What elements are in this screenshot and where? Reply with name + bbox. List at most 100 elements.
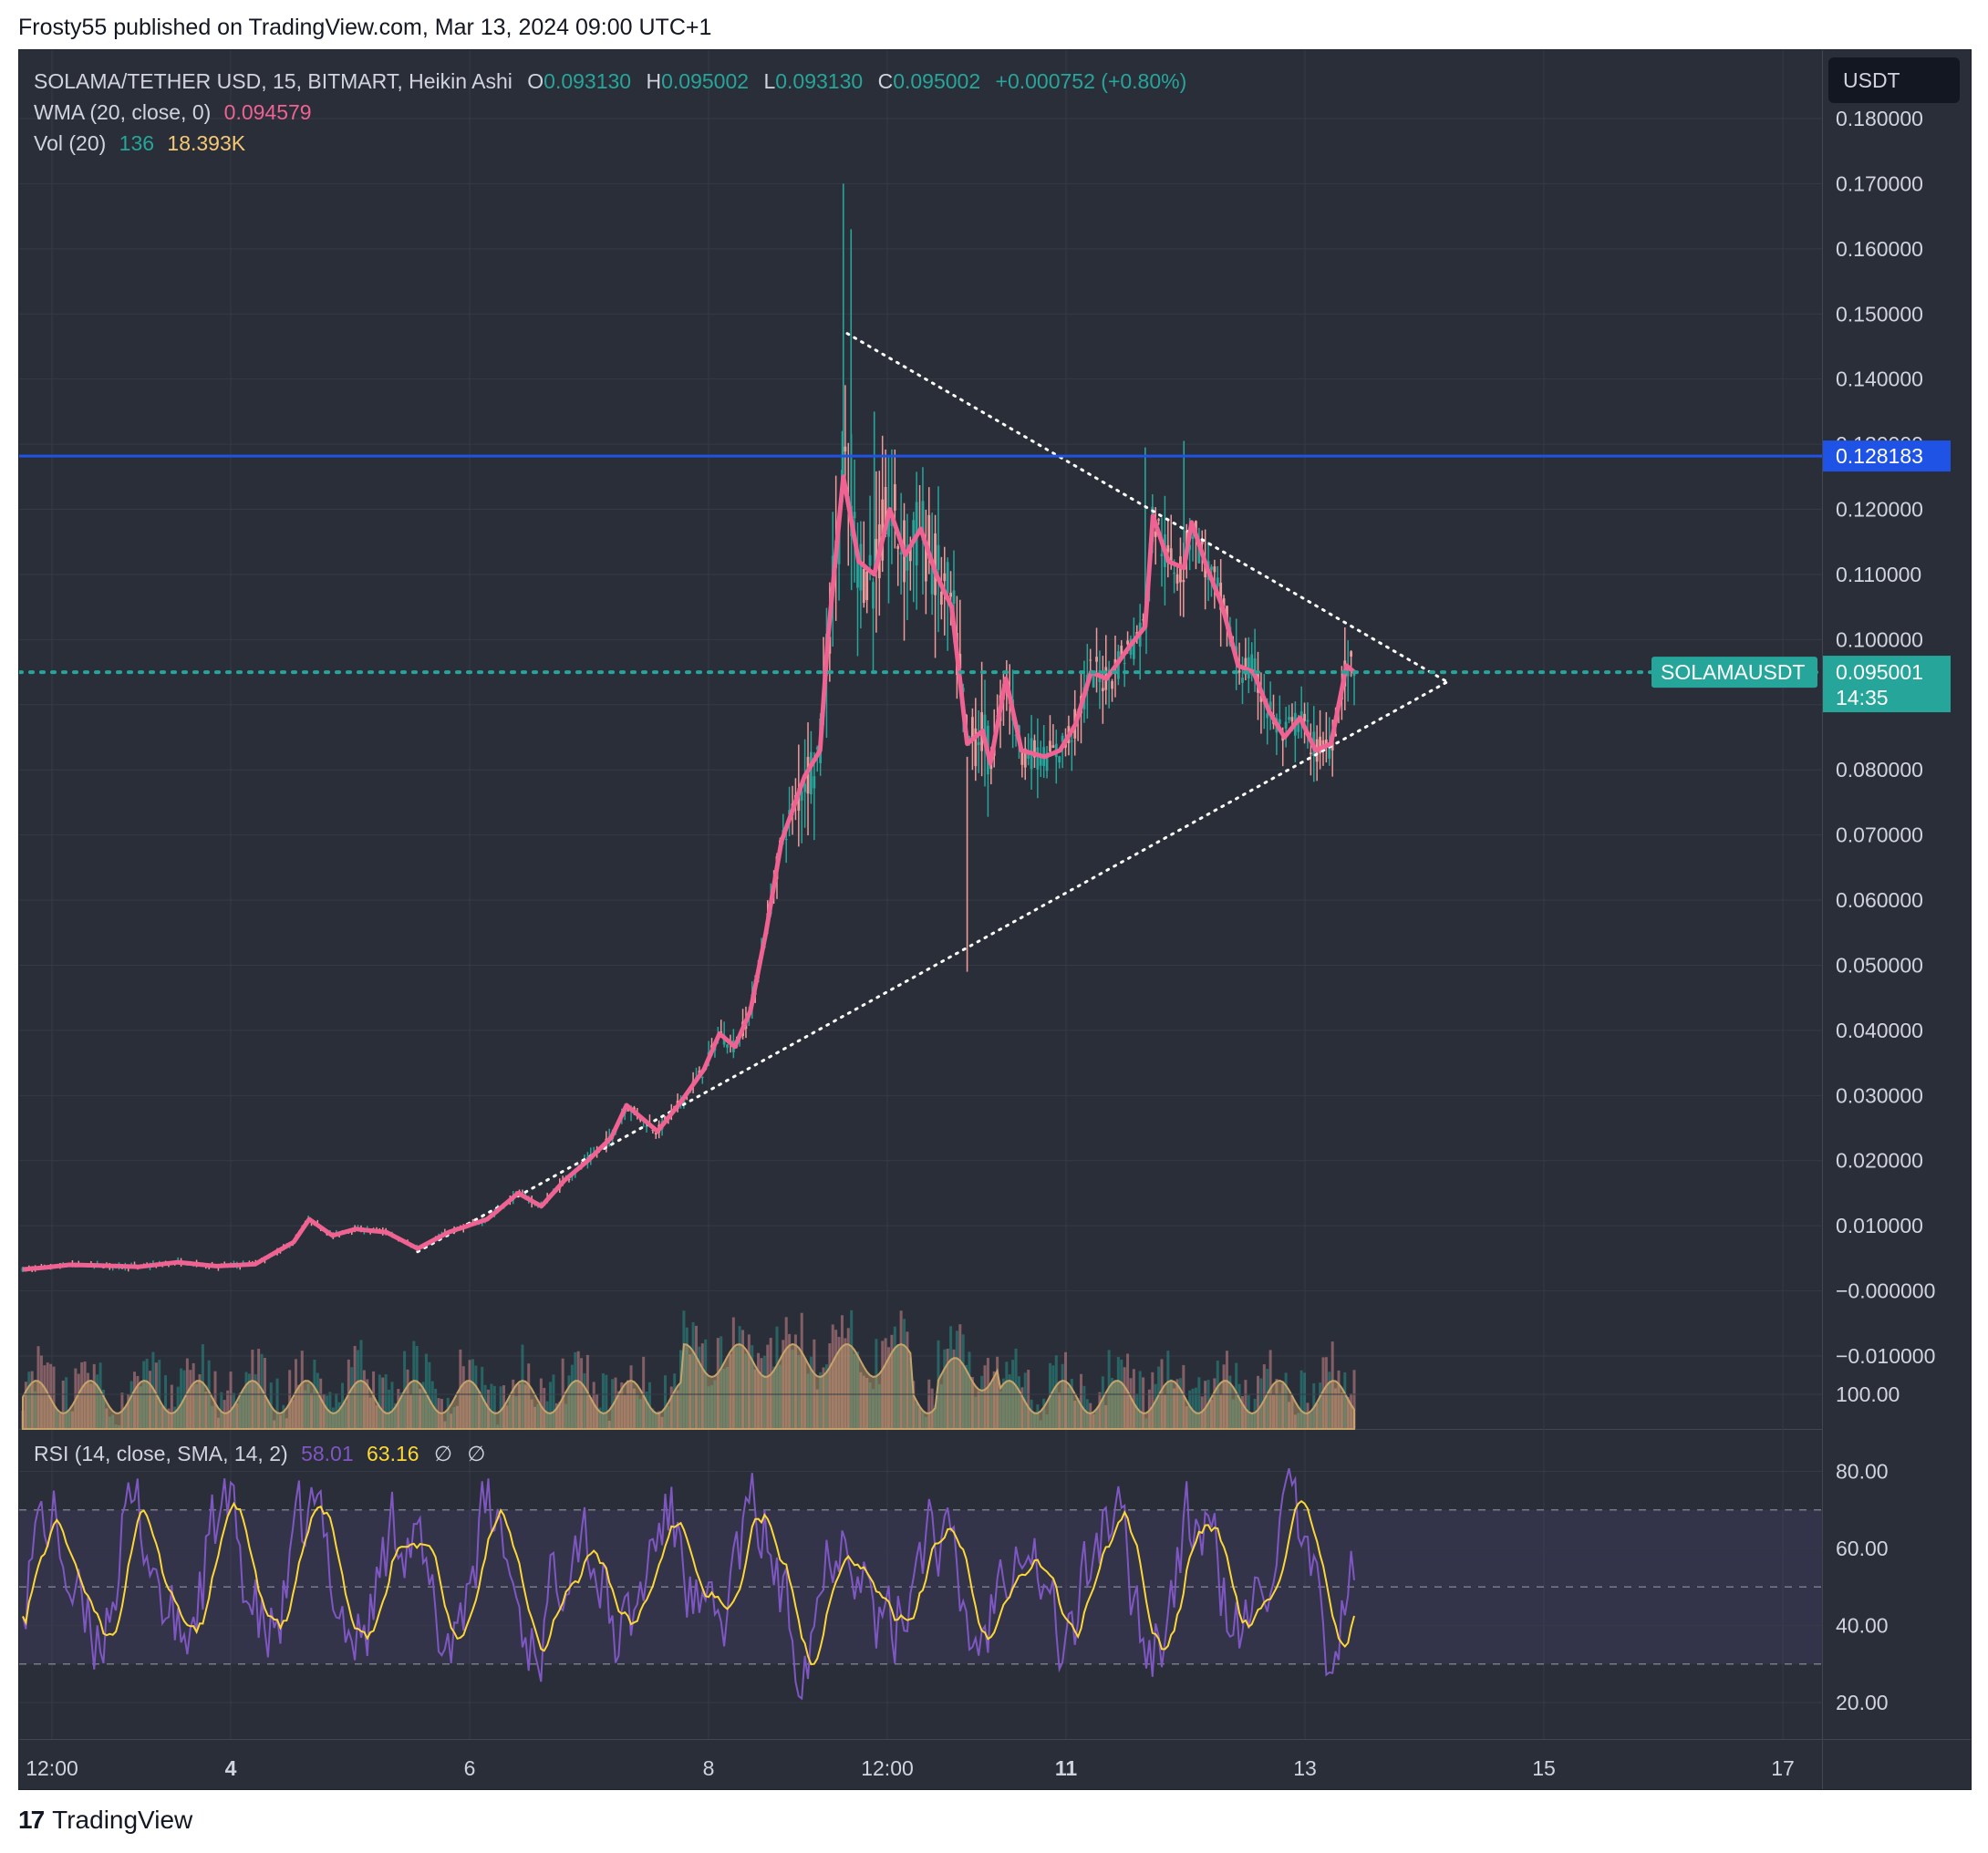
footer-brand[interactable]: TradingView [52, 1806, 193, 1834]
volume-bar [636, 1394, 639, 1429]
volume-bar [514, 1396, 518, 1429]
volume-bar [226, 1390, 230, 1429]
legend-h-label: H [647, 69, 662, 93]
volume-bar [629, 1365, 633, 1429]
candle-body [1350, 651, 1352, 657]
volume-bar [195, 1383, 199, 1429]
candle-body [983, 714, 987, 740]
candle-body [1200, 539, 1204, 544]
legend-line-1[interactable]: SOLAMA/TETHER USD, 15, BITMART, Heikin A… [34, 69, 1186, 93]
volume-bar [70, 1411, 74, 1429]
volume-bar [1213, 1378, 1217, 1429]
volume-bar [266, 1399, 270, 1429]
volume-bar [1209, 1399, 1213, 1429]
rsi-tick-label: 100.00 [1836, 1382, 1900, 1406]
candle-body [862, 569, 865, 604]
volume-bar [1092, 1413, 1095, 1429]
rsi-value-1: 58.01 [301, 1442, 354, 1465]
volume-bar [645, 1391, 648, 1429]
price-axis[interactable]: 0.180000 0.170000 0.160000 0.150000 0.140000… [1651, 107, 1951, 1368]
volume-bar [127, 1394, 130, 1429]
volume-bar [549, 1382, 553, 1429]
volume-bar [691, 1321, 695, 1429]
volume-bar [452, 1407, 456, 1429]
volume-bar [1058, 1392, 1061, 1429]
volume-bar [844, 1338, 847, 1429]
time-tick-label: 8 [703, 1756, 715, 1780]
candle-body [853, 512, 856, 519]
volume-bar [450, 1413, 453, 1429]
chart-svg[interactable]: 0.180000 0.170000 0.160000 0.150000 0.140000… [19, 50, 1971, 1789]
volume-bar [1067, 1387, 1071, 1429]
legend-high: 0.095002 [661, 69, 749, 93]
volume-bar [1194, 1387, 1197, 1429]
volume-bar [275, 1378, 279, 1429]
volume-bar [580, 1358, 584, 1429]
candle-body [1346, 665, 1350, 677]
volume-bar [77, 1373, 80, 1429]
vol-label: Vol (20) [34, 131, 106, 155]
candle-body [934, 533, 937, 595]
volume-bar [1191, 1388, 1195, 1429]
volume-bar [357, 1350, 360, 1429]
volume-bar [915, 1403, 918, 1429]
rsi-axis[interactable]: 100.00 80.00 60.00 40.00 20.00 [1836, 1382, 1900, 1714]
volume-bar [1138, 1371, 1142, 1429]
currency-button[interactable] [1828, 57, 1960, 103]
volume-bar [399, 1392, 403, 1429]
volume-bar [378, 1374, 381, 1429]
symbol-badge-label: SOLAMAUSDT [1661, 660, 1805, 684]
time-axis[interactable]: 12:00 4 6 8 12:00 11 13 15 17 [26, 1756, 1795, 1780]
legend-line-vol[interactable]: Vol (20) 136 18.393K [34, 131, 246, 155]
volume-bar [903, 1319, 906, 1429]
volume-bar [304, 1390, 307, 1429]
volume-bar [651, 1408, 655, 1429]
volume-bar [1293, 1414, 1297, 1429]
volume-bar [899, 1310, 903, 1429]
chart-frame[interactable]: 0.180000 0.170000 0.160000 0.150000 0.140000… [18, 49, 1972, 1790]
volume-bar [1051, 1365, 1055, 1429]
volume-bar [1337, 1370, 1341, 1429]
volume-bar [344, 1402, 347, 1429]
time-tick-label: 4 [225, 1756, 237, 1780]
footer: 17 TradingView [18, 1806, 192, 1835]
volume-bar [974, 1396, 978, 1429]
candle-body [1160, 554, 1164, 556]
volume-bar [793, 1334, 797, 1429]
volume-bar [977, 1391, 980, 1429]
legend-line-rsi[interactable]: RSI (14, close, SMA, 14, 2) 58.01 63.16 … [34, 1442, 485, 1465]
volume-bar [803, 1358, 807, 1429]
currency-button-label[interactable]: USDT [1843, 68, 1900, 92]
volume-bar [574, 1351, 577, 1429]
volume-bar [1005, 1361, 1009, 1429]
volume-bar [744, 1353, 748, 1429]
volume-bar [782, 1340, 785, 1429]
volume-bar [1061, 1363, 1064, 1429]
volume-bar [741, 1330, 745, 1429]
legend-line-wma[interactable]: WMA (20, close, 0) 0.094579 [34, 100, 312, 124]
volume-bar [865, 1377, 869, 1429]
tradingview-logo-icon[interactable]: 17 [18, 1806, 45, 1834]
volume-bar [989, 1382, 993, 1429]
volume-bar [55, 1408, 58, 1429]
volume-bar [558, 1402, 562, 1429]
volume-bar [282, 1404, 285, 1429]
volume-bar [682, 1310, 686, 1429]
rsi-na-1: ∅ [434, 1442, 452, 1465]
volume-bar [67, 1411, 71, 1429]
volume-bar [123, 1406, 127, 1429]
volume-bar [1017, 1376, 1020, 1429]
candle-body [1237, 670, 1241, 673]
volume-bar [273, 1420, 276, 1429]
candle-body [977, 741, 980, 745]
volume-bar [1288, 1402, 1291, 1429]
volume-bar [101, 1389, 105, 1429]
candle-body [626, 1110, 630, 1112]
volume-bar [958, 1324, 962, 1429]
volume-bar [443, 1421, 447, 1429]
candle-body [1244, 657, 1248, 675]
time-tick-label: 12:00 [861, 1756, 914, 1780]
volume-bar [1085, 1399, 1089, 1429]
volume-bar [738, 1326, 741, 1429]
candle-body [1023, 748, 1027, 768]
